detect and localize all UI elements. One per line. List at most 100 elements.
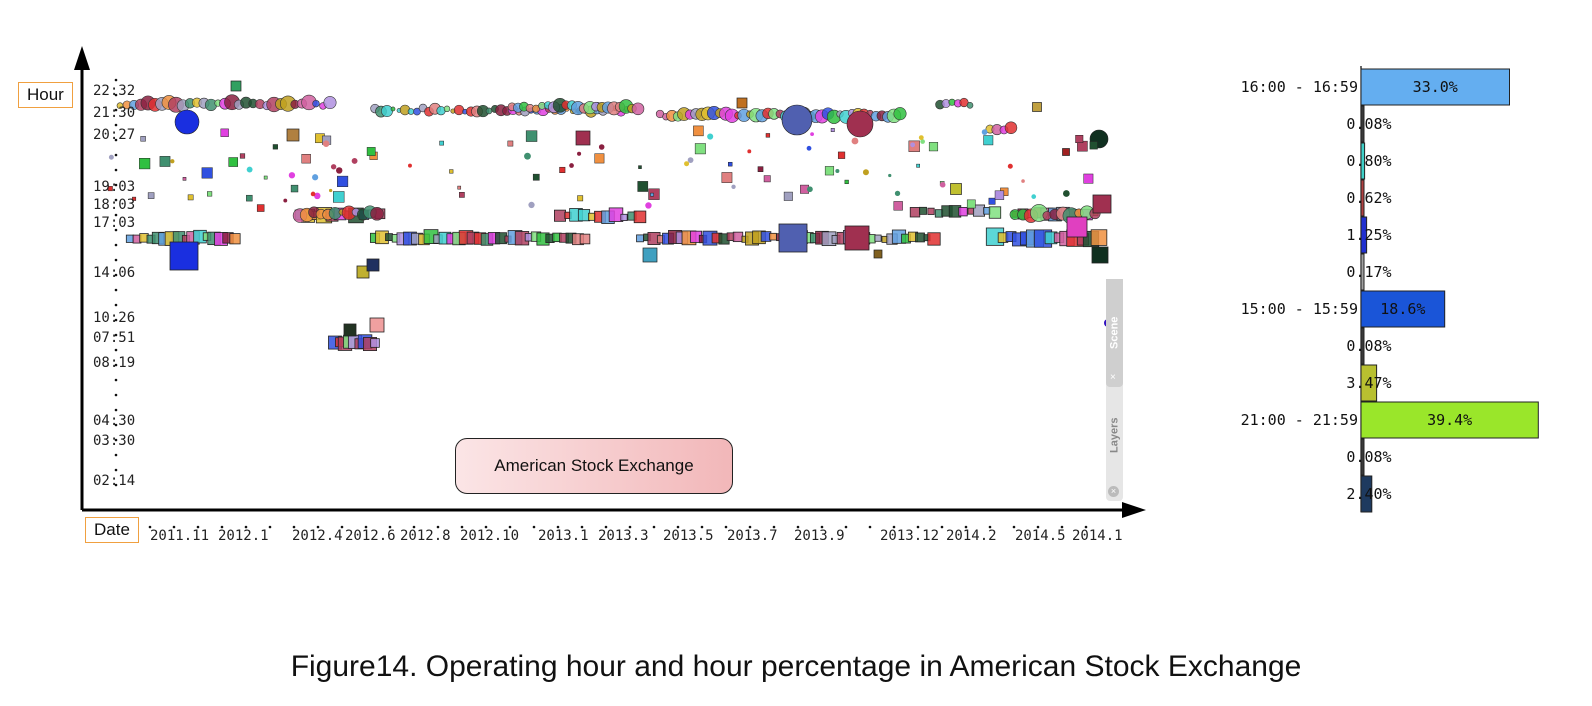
data-point <box>312 99 320 108</box>
data-point <box>736 97 748 109</box>
y-tick-label: 20:27 <box>93 127 135 143</box>
data-point <box>312 174 319 181</box>
axis-dot <box>988 525 992 529</box>
axis-dot <box>244 525 248 529</box>
axis-dot <box>148 525 152 529</box>
layers-tab[interactable]: Layers <box>1108 417 1121 453</box>
data-point <box>366 147 376 156</box>
data-point <box>594 153 605 164</box>
data-point <box>322 140 330 147</box>
bar <box>1360 327 1365 365</box>
axis-dot <box>114 138 118 142</box>
data-point <box>207 191 213 197</box>
axis-dot <box>114 303 118 307</box>
x-tick-label: 2014.1 <box>1072 528 1123 544</box>
axis-dot <box>316 525 320 529</box>
axis-dot <box>114 123 118 127</box>
bar-value-label: 33.0% <box>1413 78 1458 96</box>
bar-category-label: 21:00 - 21:59 <box>1241 411 1358 429</box>
data-point <box>844 179 849 185</box>
axis-dot <box>772 525 776 529</box>
axis-dot <box>114 243 118 247</box>
bar-value-label: 3.47% <box>1346 374 1391 392</box>
data-point <box>888 173 892 178</box>
axis-dot <box>220 525 224 529</box>
data-point <box>1089 141 1098 150</box>
data-point <box>310 191 316 197</box>
data-point <box>159 156 171 167</box>
axis-dot <box>1012 525 1016 529</box>
scene-close-icon[interactable]: × <box>1110 372 1116 383</box>
data-point <box>637 181 649 192</box>
data-point <box>132 196 137 201</box>
axis-dot <box>114 213 118 217</box>
axis-dot <box>114 288 118 292</box>
data-point <box>246 194 253 202</box>
data-point <box>650 192 654 197</box>
axis-dot <box>114 453 118 457</box>
data-point <box>323 96 337 110</box>
layers-close-icon[interactable]: × <box>1108 486 1119 497</box>
data-point <box>314 192 321 200</box>
data-point <box>950 183 962 195</box>
data-point <box>356 265 370 279</box>
x-tick-label: 2013.12 <box>880 528 939 544</box>
axis-dot <box>364 525 368 529</box>
bar <box>1360 216 1368 254</box>
axis-dot <box>892 525 896 529</box>
bar <box>1360 68 1510 106</box>
bar-value-label: 0.08% <box>1346 115 1391 133</box>
x-axis-arrow <box>1122 502 1146 518</box>
x-tick-label: 2012.4 <box>292 528 343 544</box>
data-point <box>694 143 706 155</box>
data-point <box>806 186 813 193</box>
data-point <box>988 197 996 205</box>
bar-value-label: 18.6% <box>1380 300 1425 318</box>
bar-category-label: 16:00 - 16:59 <box>1241 78 1358 96</box>
axis-dot <box>114 438 118 442</box>
bar-category-label: 15:00 - 15:59 <box>1241 300 1358 318</box>
data-point <box>1075 135 1084 143</box>
data-point <box>873 249 883 259</box>
data-point <box>370 338 380 348</box>
data-point <box>920 139 925 144</box>
axis-dot <box>114 108 118 112</box>
data-point <box>874 234 882 242</box>
data-point <box>559 166 566 173</box>
scene-tab[interactable]: Scene <box>1106 279 1123 387</box>
data-point <box>220 128 229 137</box>
axis-dot <box>114 468 118 472</box>
x-axis-title: Date <box>85 517 139 543</box>
data-point <box>939 181 946 188</box>
data-point <box>330 164 337 170</box>
axis-dot <box>1060 525 1064 529</box>
data-point <box>1090 229 1108 246</box>
data-point <box>256 204 265 212</box>
axis-dot <box>114 483 118 487</box>
data-point <box>290 184 299 193</box>
data-point <box>170 159 175 164</box>
data-point <box>645 202 652 209</box>
data-point <box>693 125 704 137</box>
data-point <box>370 206 384 221</box>
data-point <box>830 128 835 132</box>
axis-dot <box>340 525 344 529</box>
data-point <box>638 165 642 169</box>
y-tick-label: 10:26 <box>93 310 135 326</box>
data-point <box>532 173 540 181</box>
axis-dot <box>532 525 536 529</box>
data-point <box>140 136 146 142</box>
bar-value-label: 0.08% <box>1346 448 1391 466</box>
data-point <box>684 161 690 167</box>
data-point <box>631 102 645 116</box>
data-point <box>846 110 874 138</box>
exchange-annotation[interactable]: American Stock Exchange <box>455 438 733 494</box>
axis-dot <box>114 78 118 82</box>
data-point <box>806 145 812 151</box>
bar-value-label: 2.40% <box>1346 485 1391 503</box>
data-point <box>528 201 535 209</box>
data-point <box>230 80 242 92</box>
data-point <box>228 157 239 167</box>
data-point <box>147 192 155 199</box>
data-point <box>459 192 465 198</box>
